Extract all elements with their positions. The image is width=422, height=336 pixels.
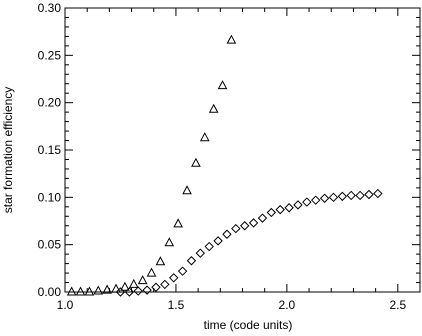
x-tick-label: 1.5 <box>168 298 185 312</box>
plot-frame <box>64 7 421 293</box>
triangle-data-point <box>155 256 166 266</box>
triangle-data-point <box>66 286 77 296</box>
diamond-data-point <box>240 221 250 231</box>
triangle-data-point <box>102 284 112 294</box>
x-axis-title: time (code units) <box>204 318 293 332</box>
y-tick-label: 0.25 <box>38 48 62 62</box>
diamond-data-point <box>142 285 152 295</box>
x-tick-label: 2.5 <box>389 298 406 312</box>
diamond-data-point <box>160 279 170 290</box>
triangle-data-point <box>208 103 219 113</box>
triangle-data-point <box>164 237 175 247</box>
diamond-data-point <box>328 192 339 203</box>
diamond-data-point <box>355 190 365 201</box>
triangle-data-point <box>120 281 130 291</box>
triangle-data-point <box>75 286 86 296</box>
triangle-data-point <box>182 185 192 195</box>
diamond-data-point <box>213 236 223 246</box>
diamond-data-point <box>275 204 285 215</box>
diamond-data-point <box>195 248 206 258</box>
diamond-data-point <box>204 241 214 252</box>
y-tick-label: 0.30 <box>38 1 62 15</box>
y-axis-title: star formation efficiency <box>1 87 15 214</box>
y-tick-label: 0.10 <box>38 190 62 204</box>
diamond-data-point <box>293 200 303 210</box>
diamond-data-point <box>337 191 348 202</box>
diamond-data-point <box>319 193 330 203</box>
y-tick-label: 0.00 <box>38 285 62 299</box>
diamond-data-point <box>373 188 383 199</box>
triangle-data-point <box>84 286 95 296</box>
diamond-data-point <box>169 273 179 283</box>
diamond-data-point <box>231 223 241 234</box>
diamond-data-point <box>222 229 232 239</box>
triangle-data-point <box>128 278 139 288</box>
diamond-data-point <box>257 213 268 223</box>
y-tick-label: 0.05 <box>38 238 62 252</box>
diamond-data-point <box>186 256 197 266</box>
diamond-data-point <box>266 207 277 218</box>
triangle-data-point <box>226 34 237 44</box>
diamond-data-point <box>311 195 321 205</box>
diamond-data-point <box>346 190 356 201</box>
triangle-data-point <box>191 157 201 167</box>
triangle-data-point <box>146 267 157 277</box>
x-tick-label: 2.0 <box>279 298 296 312</box>
triangle-data-point <box>137 275 148 285</box>
y-tick-label: 0.20 <box>38 96 62 110</box>
diamond-data-point <box>151 282 161 292</box>
diamond-data-point <box>115 287 126 297</box>
triangle-data-point <box>217 80 228 90</box>
diamond-data-point <box>133 286 143 296</box>
triangle-data-point <box>199 132 210 142</box>
x-tick-label: 1.0 <box>57 298 74 312</box>
diamond-data-point <box>124 287 135 297</box>
diamond-data-point <box>302 197 312 207</box>
diamond-data-point <box>284 203 294 213</box>
y-tick-label: 0.15 <box>38 143 62 157</box>
triangle-data-point <box>111 283 121 293</box>
diamond-data-point <box>177 266 188 276</box>
triangle-data-point <box>93 285 104 295</box>
diamond-data-point <box>364 189 374 200</box>
triangle-data-point <box>173 218 183 228</box>
diamond-data-point <box>248 218 259 228</box>
